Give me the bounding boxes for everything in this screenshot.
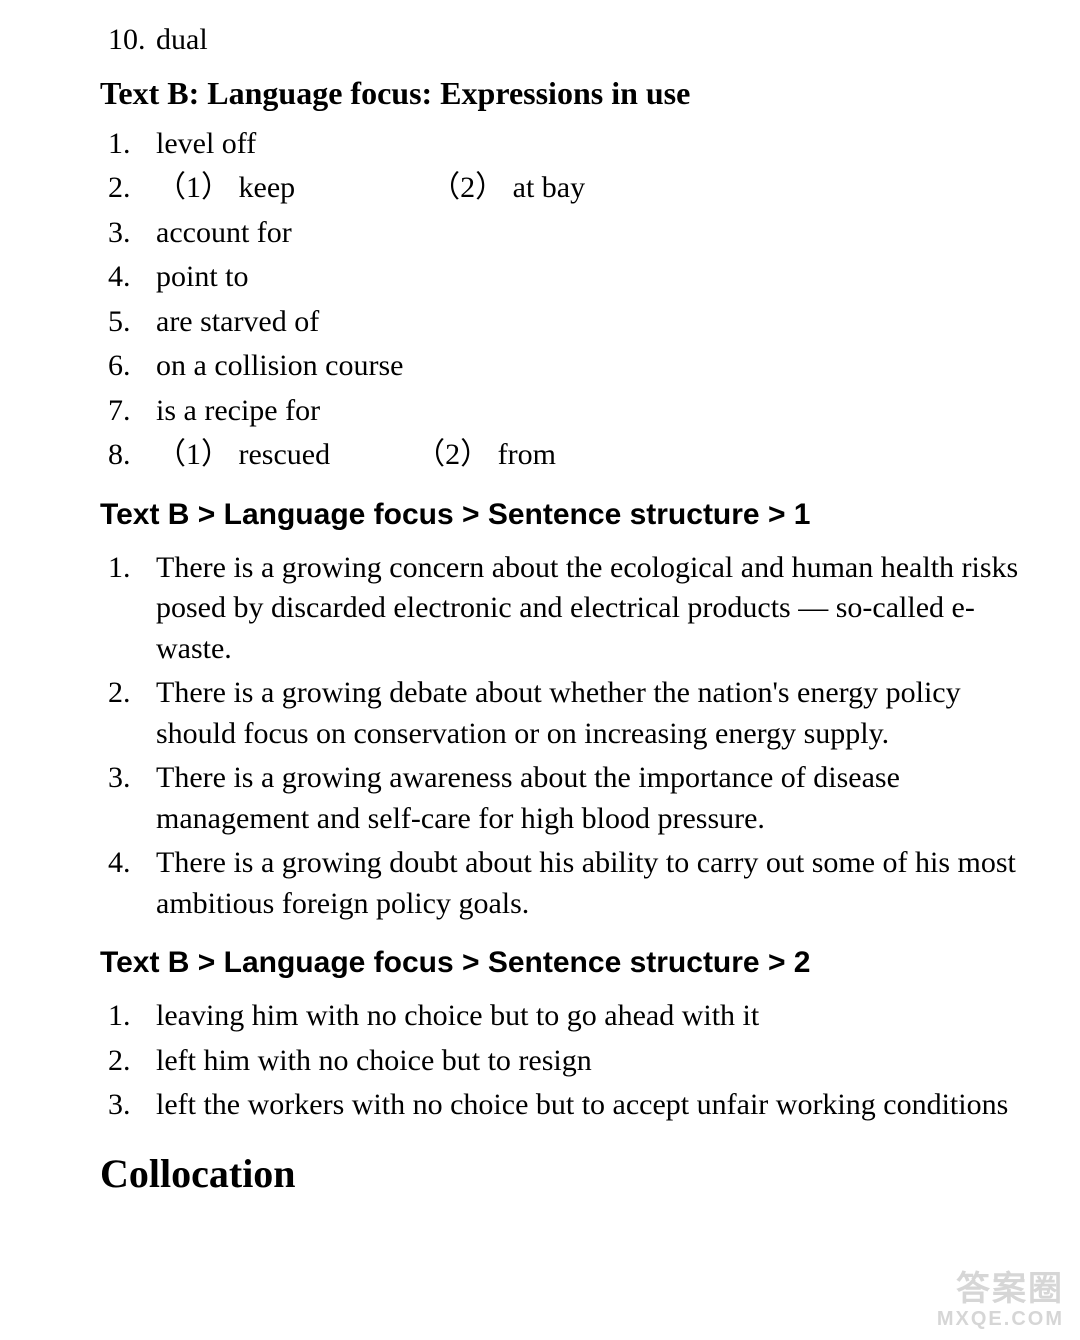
list-item: 5. are starved of [100,302,1020,343]
list-item: 7. is a recipe for [100,391,1020,432]
list-number: 2. [100,1041,156,1082]
expressions-list: 1. level off 2. （1） keep （2） at bay 3. a… [100,124,1020,476]
list-number: 7. [100,391,156,432]
heading-sentence-2: Text B > Language focus > Sentence struc… [100,946,1020,980]
list-item: 4. There is a growing doubt about his ab… [100,843,1020,924]
list-text: account for [156,213,1020,254]
list-item: 1. leaving him with no choice but to go … [100,996,1020,1037]
list-text: point to [156,257,1020,298]
list-text: There is a growing debate about whether … [156,673,1020,754]
list-item: 3. account for [100,213,1020,254]
list-number: 1. [100,996,156,1037]
list-item: 2. （1） keep （2） at bay [100,168,1020,209]
list-text: （1） rescued （2） from [156,435,1020,476]
list-item: 8. （1） rescued （2） from [100,435,1020,476]
list-number: 2. [100,168,156,209]
list-text: on a collision course [156,346,1020,387]
heading-collocation: Collocation [100,1150,1020,1197]
list-text: level off [156,124,1020,165]
list-number: 1. [100,548,156,670]
watermark: 答案圈 MXQE.COM [937,1271,1064,1330]
list-item: 1. level off [100,124,1020,165]
heading-expressions: Text B: Language focus: Expressions in u… [100,75,1020,112]
list-text: is a recipe for [156,391,1020,432]
list-number: 3. [100,1085,156,1126]
part-text: keep [239,168,296,209]
list-text: There is a growing concern about the eco… [156,548,1020,670]
list-text: are starved of [156,302,1020,343]
list-item: 2. There is a growing debate about wheth… [100,673,1020,754]
list-item: 3. left the workers with no choice but t… [100,1085,1020,1126]
part-text: rescued [239,435,331,476]
list-number: 2. [100,673,156,754]
part-label: （1） [156,168,231,209]
part-text: at bay [513,168,585,209]
sentence1-list: 1. There is a growing concern about the … [100,548,1020,925]
list-item: 1. There is a growing concern about the … [100,548,1020,670]
list-number: 8. [100,435,156,476]
watermark-line1: 答案圈 [937,1271,1064,1308]
list-number: 6. [100,346,156,387]
list-text: left him with no choice but to resign [156,1041,1020,1082]
list-item: 6. on a collision course [100,346,1020,387]
list-number: 3. [100,758,156,839]
list-item: 10. dual [100,20,1020,61]
part-label: （2） [415,435,490,476]
part-label: （1） [156,435,231,476]
list-text: There is a growing awareness about the i… [156,758,1020,839]
list-item: 2. left him with no choice but to resign [100,1041,1020,1082]
watermark-line2: MXQE.COM [937,1308,1064,1330]
heading-sentence-1: Text B > Language focus > Sentence struc… [100,498,1020,532]
part-text: from [498,435,556,476]
list-number: 4. [100,257,156,298]
list-number: 5. [100,302,156,343]
sentence2-list: 1. leaving him with no choice but to go … [100,996,1020,1126]
list-text: There is a growing doubt about his abili… [156,843,1020,924]
list-number: 3. [100,213,156,254]
list-text: dual [156,20,1020,61]
list-text: leaving him with no choice but to go ahe… [156,996,1020,1037]
list-number: 10. [100,20,156,61]
list-item: 4. point to [100,257,1020,298]
list-text: （1） keep （2） at bay [156,168,1020,209]
list-text: left the workers with no choice but to a… [156,1085,1020,1126]
list-number: 1. [100,124,156,165]
list-number: 4. [100,843,156,924]
list-item: 3. There is a growing awareness about th… [100,758,1020,839]
part-label: （2） [430,168,505,209]
